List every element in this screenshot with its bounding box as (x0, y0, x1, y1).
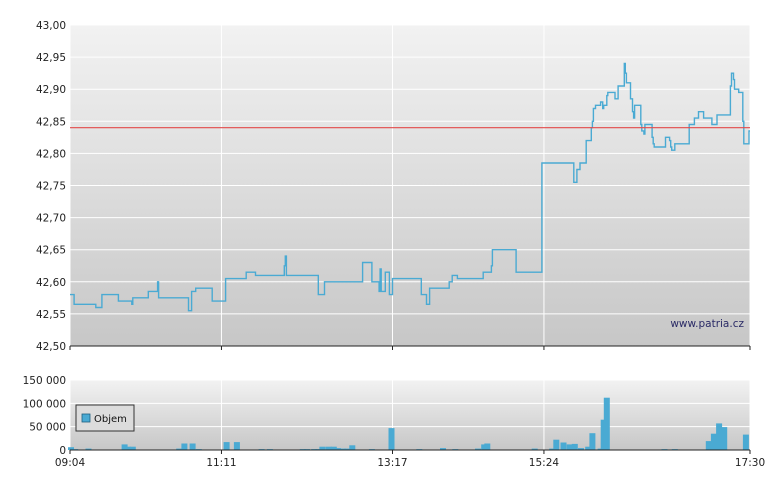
volume-plot-background (70, 380, 750, 450)
volume-bar (589, 433, 596, 450)
volume-bar (334, 448, 341, 450)
volume-y-tick-label: 50 000 (29, 422, 66, 434)
volume-bar (325, 446, 332, 450)
volume-y-tick-label: 150 000 (23, 375, 66, 387)
volume-bar (742, 434, 749, 450)
volume-bar (716, 423, 723, 450)
watermark-text: www.patria.cz (670, 318, 744, 330)
volume-bar (560, 442, 567, 450)
volume-bar (549, 448, 556, 450)
volume-bar (721, 427, 728, 450)
volume-bar (600, 419, 607, 450)
volume-bar (181, 443, 188, 450)
volume-bar (710, 433, 717, 450)
x-tick-label: 09:04 (55, 457, 86, 469)
volume-bar (223, 442, 230, 450)
volume-bar (566, 444, 573, 450)
price-y-tick-labels: 42,50 42,55 42,60 42,65 42,70 42,75 42,80 42,85… (36, 20, 66, 353)
price-y-tick-label: 42,85 (36, 116, 66, 128)
x-tick-label: 11:11 (206, 457, 236, 469)
price-series (70, 62, 750, 312)
volume-bar (319, 446, 326, 450)
price-y-tick-label: 42,90 (36, 84, 66, 96)
volume-bar (233, 442, 240, 450)
price-y-tick-label: 42,80 (36, 148, 66, 160)
volume-bar (578, 448, 584, 450)
volume-legend: Objem (75, 404, 135, 432)
price-gridlines (69, 24, 751, 347)
volume-bar (124, 446, 131, 450)
volume-bar (68, 447, 74, 450)
volume-bar (189, 443, 196, 450)
volume-bar (388, 428, 395, 450)
volume-bar (705, 441, 712, 450)
volume-bar (603, 397, 610, 450)
volume-bar (475, 448, 481, 450)
volume-bar (349, 445, 356, 450)
price-y-tick-label: 42,60 (36, 277, 66, 289)
price-y-tick-label: 43,00 (36, 20, 66, 32)
price-y-tick-label: 42,65 (36, 245, 66, 257)
volume-bar (176, 448, 183, 450)
price-y-tick-label: 42,75 (36, 181, 66, 193)
price-y-tick-label: 42,50 (36, 341, 66, 353)
x-tick-label: 15:24 (529, 457, 560, 469)
volume-bar (344, 448, 351, 450)
legend-label: Objem (94, 414, 127, 425)
volume-bar (484, 443, 491, 450)
volume-y-tick-label: 0 (59, 445, 66, 457)
x-tick-label: 13:17 (377, 457, 407, 469)
volume-bar (481, 444, 488, 450)
volume-bar (340, 448, 346, 450)
price-panel: 42,50 42,55 42,60 42,65 42,70 42,75 42,80 42,85… (36, 20, 751, 353)
price-y-tick-label: 42,95 (36, 52, 66, 64)
volume-y-tick-labels: 0 50 000 100 000 150 000 (23, 375, 66, 457)
price-line (70, 62, 750, 312)
price-y-tick-label: 42,55 (36, 309, 66, 321)
price-x-ticks (69, 346, 751, 350)
volume-x-ticks: 09:04 11:11 13:17 15:24 17:30 (55, 450, 765, 469)
volume-bar (553, 439, 560, 450)
volume-bar (585, 446, 592, 450)
volume-bar (571, 443, 578, 450)
x-tick-label: 17:30 (735, 457, 765, 469)
volume-y-tick-label: 100 000 (23, 398, 66, 410)
volume-bar (129, 446, 136, 450)
volume-bar (121, 444, 128, 450)
volume-panel: 0 50 000 100 000 150 000 09:04 11:11 13:17 15:… (23, 375, 766, 469)
volume-bar (440, 448, 446, 450)
volume-bar (330, 446, 337, 450)
legend-swatch (81, 413, 91, 423)
volume-bar (531, 448, 538, 450)
volume-bar (597, 448, 604, 450)
volume-bar (85, 448, 92, 450)
volume-bars (68, 397, 749, 450)
price-y-tick-label: 42,70 (36, 213, 66, 225)
